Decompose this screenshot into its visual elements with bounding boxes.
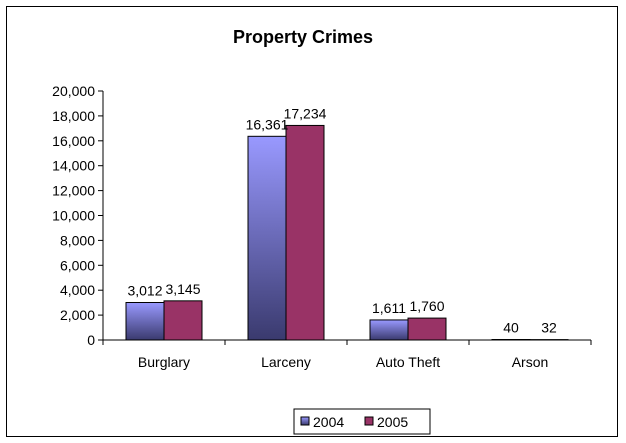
y-tick-label: 18,000	[52, 108, 95, 124]
bar-2005-auto-theft	[407, 317, 447, 341]
chart-frame: Property Crimes 0 2,000 4,000 6,000 8,000 10,…	[6, 6, 618, 437]
data-label-2005: 3,145	[165, 281, 200, 297]
bar-2004-larceny	[247, 135, 287, 341]
y-tick-label: 4,000	[60, 282, 95, 298]
x-tick-label: Arson	[512, 354, 549, 370]
data-label-2004: 3,012	[127, 283, 162, 299]
x-tick-label: Burglary	[138, 354, 190, 370]
x-tick-label: Auto Theft	[376, 354, 440, 370]
y-tick-label: 6,000	[60, 257, 95, 273]
chart: Property Crimes 0 2,000 4,000 6,000 8,000 10,…	[52, 27, 592, 435]
bar-2004-burglary	[125, 302, 165, 341]
y-tick-label: 16,000	[52, 133, 95, 149]
legend-label-2004: 2004	[313, 414, 344, 430]
y-tick-label: 20,000	[52, 83, 95, 99]
x-tick-label: Larceny	[261, 354, 311, 370]
chart-title: Property Crimes	[233, 27, 373, 47]
x-axis: Burglary Larceny Auto Theft Arson	[102, 339, 592, 370]
legend-box	[293, 408, 431, 435]
y-axis: 0 2,000 4,000 6,000 8,000 10,000 12,000 14,000 1…	[52, 83, 104, 348]
data-label-2004: 40	[503, 320, 519, 336]
bar-2005-larceny	[285, 124, 325, 341]
data-label-2005: 17,234	[284, 105, 327, 121]
legend: 2004 2005	[293, 408, 431, 435]
legend-swatch-2004	[300, 416, 310, 426]
legend-label-2005: 2005	[377, 414, 408, 430]
bars	[125, 124, 569, 341]
y-tick-label: 12,000	[52, 183, 95, 199]
data-label-2004: 1,611	[372, 300, 406, 316]
data-label-2005: 1,760	[409, 298, 444, 314]
data-label-2004: 16,361	[246, 116, 289, 132]
legend-swatch-2005	[364, 416, 374, 426]
y-tick-label: 8,000	[60, 232, 95, 248]
y-tick-label: 10,000	[52, 208, 95, 224]
bar-2004-auto-theft	[369, 319, 409, 341]
data-label-2005: 32	[541, 320, 557, 336]
y-tick-label: 0	[87, 332, 95, 348]
y-tick-label: 2,000	[60, 307, 95, 323]
y-tick-label: 14,000	[52, 158, 95, 174]
bar-2005-burglary	[163, 300, 203, 341]
